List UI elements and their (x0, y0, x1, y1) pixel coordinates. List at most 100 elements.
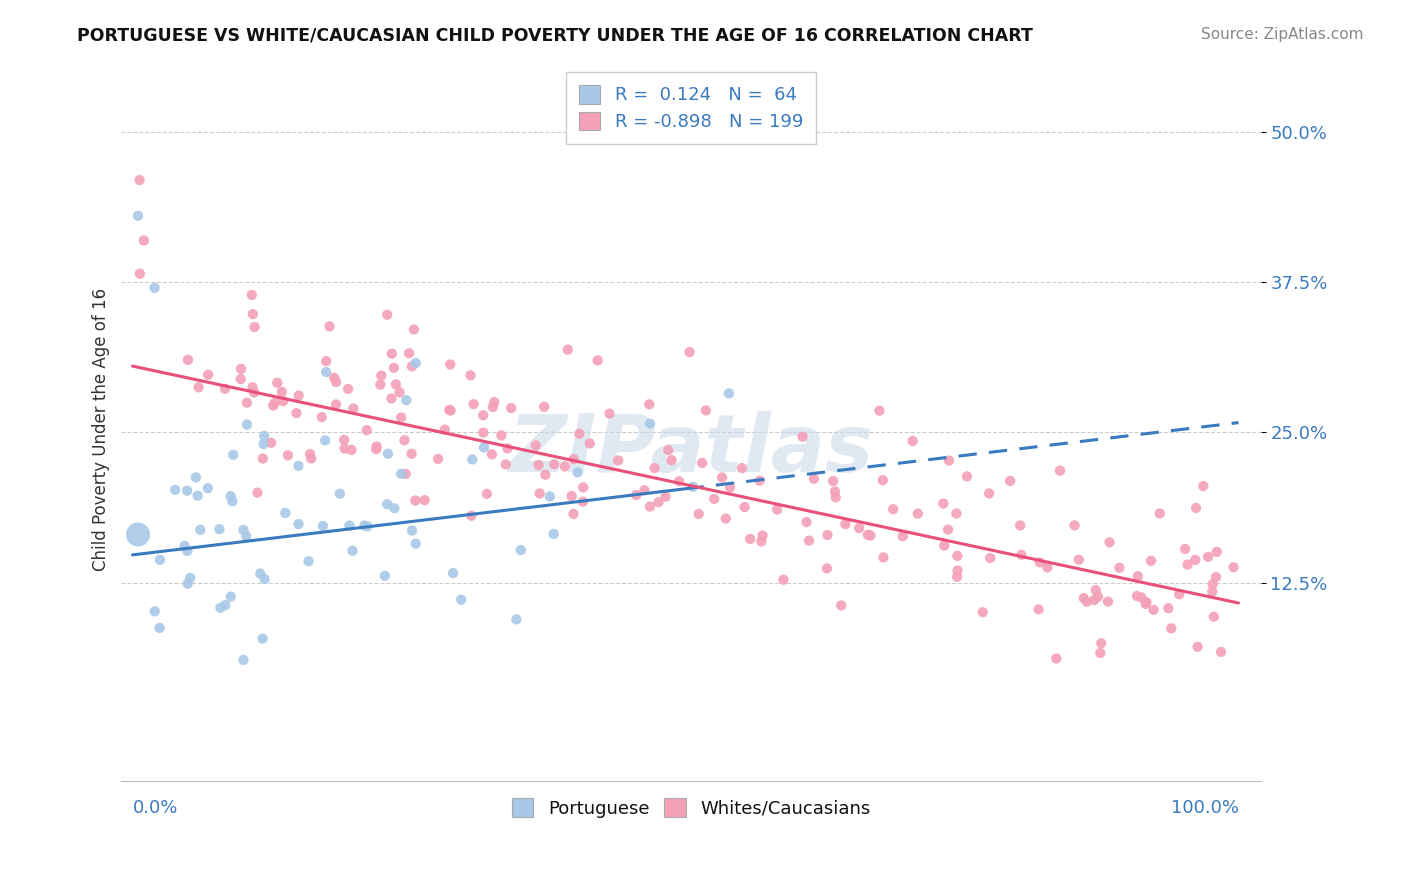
Point (740, 532, 762, 546)
Point (572, 494, 595, 508)
Point (734, 500, 756, 514)
Point (395, 467, 418, 481)
Point (270, 384, 292, 399)
Point (891, 529, 914, 543)
Point (246, 485, 269, 500)
Point (375, 497, 398, 511)
Point (1222, 560, 1244, 574)
Point (792, 430, 814, 444)
Point (1076, 595, 1098, 609)
Point (856, 528, 879, 542)
Point (1126, 589, 1149, 603)
Point (214, 382, 236, 396)
Point (586, 353, 609, 368)
Point (149, 553, 172, 567)
Point (644, 461, 666, 475)
Point (127, 209, 149, 223)
Point (1087, 590, 1109, 604)
Point (401, 359, 423, 374)
Legend: Portuguese, Whites/Caucasians: Portuguese, Whites/Caucasians (505, 791, 877, 825)
Point (325, 375, 347, 389)
Point (356, 519, 378, 533)
Point (481, 447, 503, 461)
Point (333, 433, 356, 447)
Point (1063, 518, 1085, 533)
Point (188, 523, 211, 537)
Point (524, 438, 547, 452)
Point (263, 396, 285, 410)
Point (749, 534, 772, 549)
Point (1067, 552, 1090, 566)
Point (956, 469, 979, 483)
Point (208, 522, 231, 536)
Point (219, 590, 242, 604)
Point (797, 533, 820, 548)
Point (482, 400, 505, 414)
Point (495, 458, 517, 472)
Point (287, 517, 309, 532)
Point (557, 343, 579, 357)
Point (229, 362, 252, 376)
Point (229, 372, 252, 386)
Point (287, 388, 309, 402)
Text: 0.0%: 0.0% (132, 799, 179, 817)
Point (297, 554, 319, 568)
Point (538, 490, 561, 504)
Point (796, 515, 818, 529)
Point (395, 393, 418, 408)
Point (353, 518, 375, 533)
Point (1073, 591, 1095, 605)
Point (907, 507, 929, 521)
Point (1028, 556, 1050, 570)
Point (232, 523, 254, 537)
Text: Source: ZipAtlas.com: Source: ZipAtlas.com (1201, 27, 1364, 42)
Point (868, 403, 890, 417)
Point (1083, 593, 1105, 607)
Point (385, 377, 408, 392)
Point (1135, 595, 1157, 609)
Point (647, 495, 669, 509)
Point (299, 447, 322, 461)
Point (240, 288, 263, 302)
Point (607, 453, 630, 467)
Point (439, 403, 461, 417)
Point (938, 453, 960, 467)
Point (413, 493, 436, 508)
Point (389, 410, 412, 425)
Point (214, 598, 236, 612)
Point (815, 561, 838, 575)
Point (277, 448, 299, 462)
Point (533, 400, 555, 414)
Point (314, 434, 336, 448)
Point (633, 483, 655, 498)
Point (882, 502, 904, 516)
Point (946, 549, 969, 563)
Point (626, 488, 648, 502)
Point (401, 524, 423, 538)
Point (979, 486, 1001, 500)
Point (803, 472, 825, 486)
Point (377, 447, 399, 461)
Point (342, 401, 364, 416)
Point (329, 487, 352, 501)
Point (222, 448, 245, 462)
Point (1097, 594, 1119, 608)
Point (945, 507, 967, 521)
Point (221, 494, 243, 508)
Point (901, 434, 924, 448)
Point (711, 470, 734, 484)
Point (654, 490, 676, 504)
Point (389, 467, 412, 481)
Point (312, 519, 335, 533)
Point (463, 397, 485, 411)
Point (333, 442, 356, 456)
Point (1197, 549, 1219, 564)
Point (375, 308, 398, 322)
Point (1209, 645, 1232, 659)
Point (1202, 609, 1225, 624)
Point (274, 506, 297, 520)
Point (179, 571, 201, 585)
Point (1160, 621, 1182, 635)
Point (1205, 570, 1227, 584)
Point (315, 354, 337, 368)
